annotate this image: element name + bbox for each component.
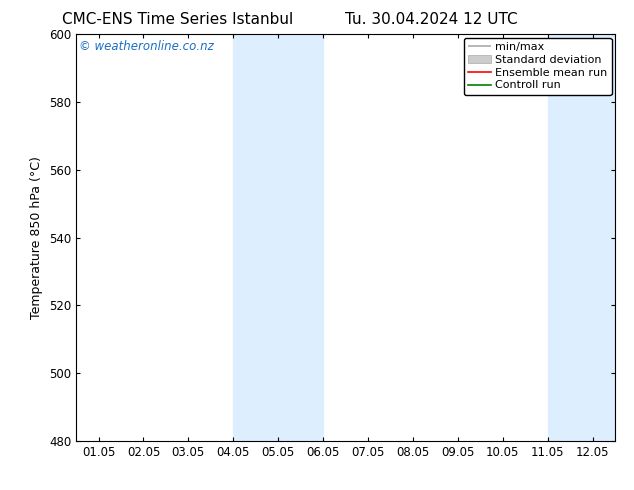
Text: © weatheronline.co.nz: © weatheronline.co.nz [79, 40, 214, 53]
Bar [233, 34, 323, 441]
Text: Tu. 30.04.2024 12 UTC: Tu. 30.04.2024 12 UTC [345, 12, 517, 27]
Legend: min/max, Standard deviation, Ensemble mean run, Controll run: min/max, Standard deviation, Ensemble me… [464, 38, 612, 95]
Bar [548, 34, 634, 441]
Y-axis label: Temperature 850 hPa (°C): Temperature 850 hPa (°C) [30, 156, 43, 319]
Text: CMC-ENS Time Series Istanbul: CMC-ENS Time Series Istanbul [62, 12, 293, 27]
